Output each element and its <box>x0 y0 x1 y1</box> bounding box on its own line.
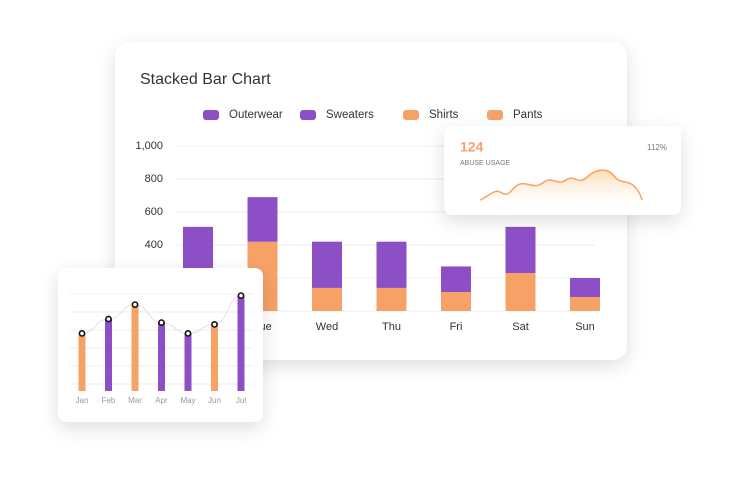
x-tick-label: Mar <box>128 396 142 405</box>
x-tick-label: Sat <box>512 321 529 333</box>
bar-dot <box>184 329 192 337</box>
bar-dot <box>78 329 86 337</box>
legend-swatch <box>300 110 316 120</box>
bar <box>78 333 86 391</box>
legend-label: Pants <box>513 109 543 121</box>
bar-dot <box>237 292 245 299</box>
y-tick-label: 1,000 <box>135 140 163 152</box>
bar-segment <box>312 287 342 311</box>
bar <box>237 295 245 391</box>
mini-card: Jan Feb Mar Apr May Jun Jul <box>58 268 263 422</box>
chart-title: Stacked Bar Chart <box>140 71 271 88</box>
bar-segment <box>312 241 342 288</box>
bar <box>158 322 165 391</box>
sparkline <box>479 169 643 201</box>
bar-segment <box>376 241 407 288</box>
bar-segment <box>247 197 278 242</box>
x-tick-label: Jun <box>208 396 221 405</box>
bar-dot <box>131 301 139 308</box>
x-tick-label: Apr <box>155 396 168 405</box>
legend-swatch <box>487 110 503 120</box>
bar-dot <box>158 319 165 326</box>
bar-dot <box>105 315 112 323</box>
bar-segment <box>505 226 536 274</box>
bar-segment <box>570 296 600 311</box>
bar-segment <box>441 292 471 311</box>
x-tick-label: Wed <box>316 321 338 333</box>
bar-dot <box>211 320 218 328</box>
x-tick-label: Jul <box>236 396 246 405</box>
bar-segment <box>441 266 471 293</box>
stat-card: 124 ABUSE USAGE 112% <box>444 126 681 215</box>
bar <box>184 333 192 391</box>
bar-segment <box>376 287 407 311</box>
sparkline-fill <box>480 170 642 202</box>
x-tick-label: Thu <box>382 321 401 333</box>
y-tick-label: 600 <box>145 206 163 218</box>
x-tick-label: Fri <box>450 321 463 333</box>
bar-segment <box>570 278 600 297</box>
legend-label: Sweaters <box>326 109 374 121</box>
legend-label: Shirts <box>429 109 459 121</box>
bar <box>131 304 139 391</box>
legend-swatch <box>403 110 419 120</box>
bar-segment <box>505 273 536 311</box>
bar <box>211 324 218 391</box>
stat-caption: ABUSE USAGE <box>460 160 511 167</box>
x-tick-label: Jan <box>76 396 89 405</box>
y-tick-label: 800 <box>145 173 163 185</box>
stat-value: 124 <box>460 139 484 155</box>
legend-label: Outerwear <box>229 109 283 121</box>
legend-swatch <box>203 110 219 120</box>
stat-change: 112% <box>647 143 667 152</box>
bar <box>105 319 112 391</box>
y-tick-label: 400 <box>145 239 163 251</box>
x-tick-label: May <box>180 396 195 405</box>
x-tick-label: Feb <box>102 396 116 405</box>
x-tick-label: Sun <box>575 321 595 333</box>
